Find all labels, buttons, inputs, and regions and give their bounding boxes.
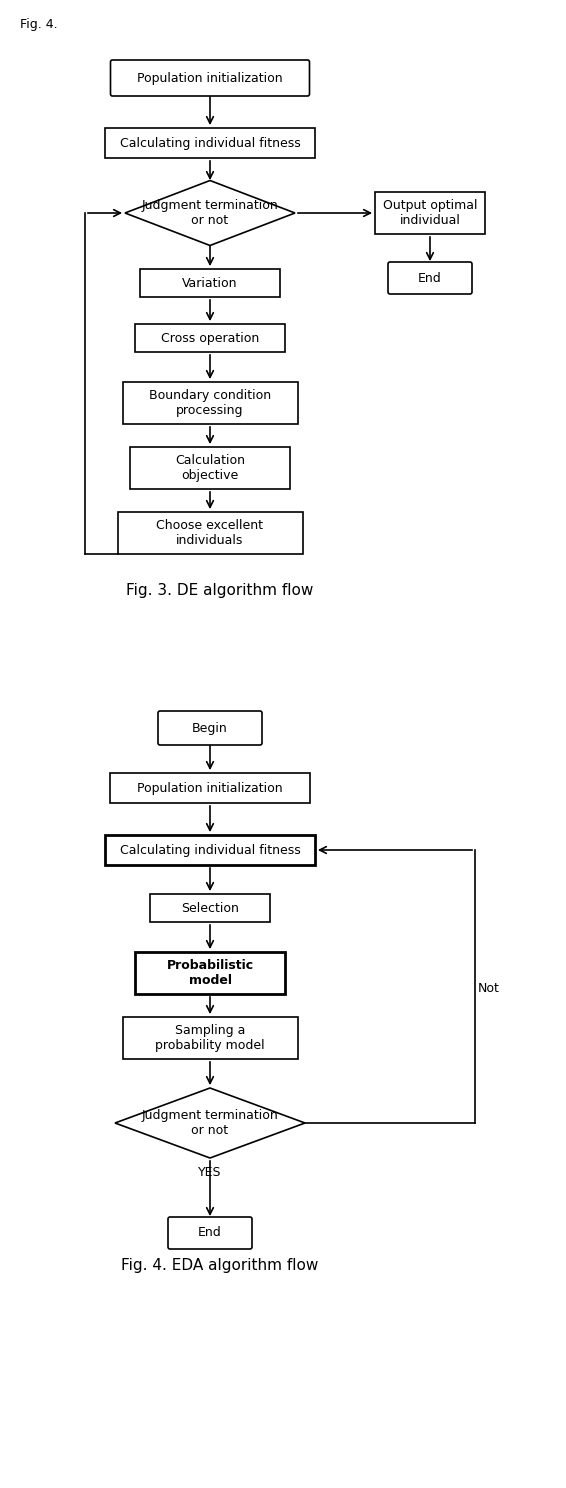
FancyBboxPatch shape [158,711,262,745]
Text: Sampling a
probability model: Sampling a probability model [155,1024,265,1052]
Text: Selection: Selection [181,902,239,915]
Polygon shape [125,180,295,246]
Text: Probabilistic
model: Probabilistic model [166,958,254,987]
Text: Fig. 3. DE algorithm flow: Fig. 3. DE algorithm flow [126,583,314,598]
Bar [122,382,298,424]
FancyBboxPatch shape [168,1217,252,1248]
Text: Judgment termination
or not: Judgment termination or not [142,199,278,228]
Bar [140,269,280,298]
Text: Calculating individual fitness: Calculating individual fitness [119,844,301,857]
Polygon shape [115,1088,305,1158]
Text: End: End [198,1226,222,1240]
Bar [105,128,315,158]
Text: Judgment termination
or not: Judgment termination or not [142,1109,278,1137]
Text: Fig. 4. EDA algorithm flow: Fig. 4. EDA algorithm flow [121,1257,319,1274]
Bar [130,446,290,490]
Bar [135,324,285,353]
Bar [118,512,302,554]
Text: Cross operation: Cross operation [161,332,259,345]
FancyBboxPatch shape [388,262,472,295]
Bar [135,952,285,994]
Text: Variation: Variation [182,277,238,290]
Text: Population initialization: Population initialization [137,781,283,795]
Bar [122,1016,298,1059]
Text: YES: YES [198,1167,222,1178]
Text: Not: Not [478,982,500,994]
Text: Boundary condition
processing: Boundary condition processing [149,388,271,417]
FancyBboxPatch shape [110,60,310,97]
Text: Fig. 4.: Fig. 4. [20,18,58,31]
Text: Begin: Begin [192,722,228,735]
Bar [110,772,310,804]
Text: Output optimal
individual: Output optimal individual [383,199,477,228]
Text: Calculation
objective: Calculation objective [175,454,245,482]
Bar [105,835,315,865]
Text: Calculating individual fitness: Calculating individual fitness [119,137,301,149]
Text: End: End [418,271,442,284]
Bar [150,894,270,923]
Bar [375,192,485,234]
Text: Population initialization: Population initialization [137,71,283,85]
Text: Choose excellent
individuals: Choose excellent individuals [157,519,264,548]
